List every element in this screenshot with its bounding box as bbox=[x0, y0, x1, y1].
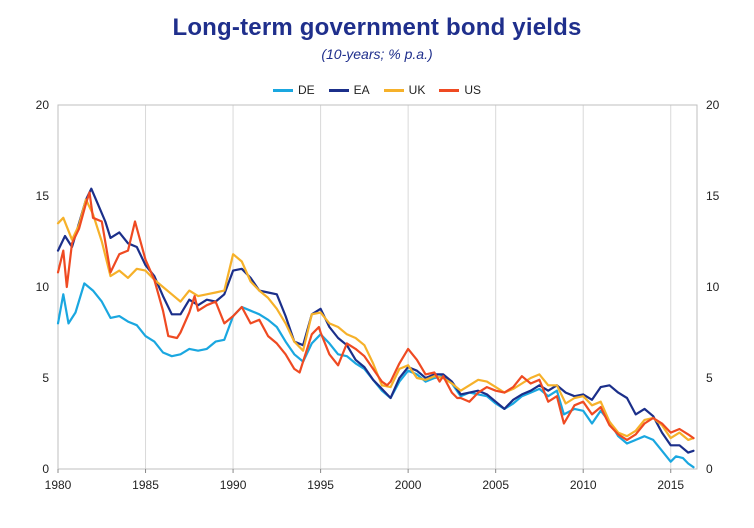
legend-swatch-us bbox=[439, 88, 460, 92]
y-tick-label-right: 10 bbox=[706, 280, 720, 294]
legend-swatch-uk bbox=[383, 88, 404, 92]
x-tick-label: 1995 bbox=[307, 478, 334, 492]
legend-swatch-de bbox=[272, 88, 293, 92]
y-tick-label-left: 10 bbox=[36, 280, 50, 294]
plot-frame bbox=[57, 104, 698, 470]
x-tick-label: 2010 bbox=[570, 478, 597, 492]
legend-item-ea: EA bbox=[328, 83, 370, 97]
x-tick-label: 2005 bbox=[482, 478, 509, 492]
legend-label-us: US bbox=[464, 83, 482, 97]
y-tick-label-left: 5 bbox=[42, 371, 49, 385]
x-tick-label: 1985 bbox=[132, 478, 159, 492]
legend-swatch-ea bbox=[328, 88, 349, 92]
y-tick-label-right: 0 bbox=[706, 462, 713, 476]
series-line-us bbox=[56, 191, 695, 441]
series-line-de bbox=[56, 282, 695, 469]
chart-subtitle: (10-years; % p.a.) bbox=[321, 46, 433, 62]
x-tick-label: 1990 bbox=[220, 478, 247, 492]
y-tick-label-left: 0 bbox=[42, 462, 49, 476]
series-line-uk bbox=[56, 198, 695, 441]
chart-legend: DE EA UK US bbox=[0, 83, 754, 97]
legend-label-ea: EA bbox=[353, 83, 370, 97]
legend-item-us: US bbox=[439, 83, 481, 97]
x-tick-label: 1980 bbox=[45, 478, 72, 492]
legend-label-de: DE bbox=[297, 83, 315, 97]
y-tick-label-left: 15 bbox=[36, 189, 50, 203]
legend-item-de: DE bbox=[272, 83, 315, 97]
y-tick-label-right: 20 bbox=[706, 98, 720, 112]
legend-item-uk: UK bbox=[383, 83, 426, 97]
chart-title: Long-term government bond yields bbox=[172, 14, 582, 41]
x-tick-label: 2015 bbox=[657, 478, 684, 492]
y-tick-label-right: 5 bbox=[706, 371, 713, 385]
legend-label-uk: UK bbox=[408, 83, 426, 97]
x-tick-label: 2000 bbox=[395, 478, 422, 492]
y-tick-label-left: 20 bbox=[36, 98, 50, 112]
y-tick-label-right: 15 bbox=[706, 189, 720, 203]
